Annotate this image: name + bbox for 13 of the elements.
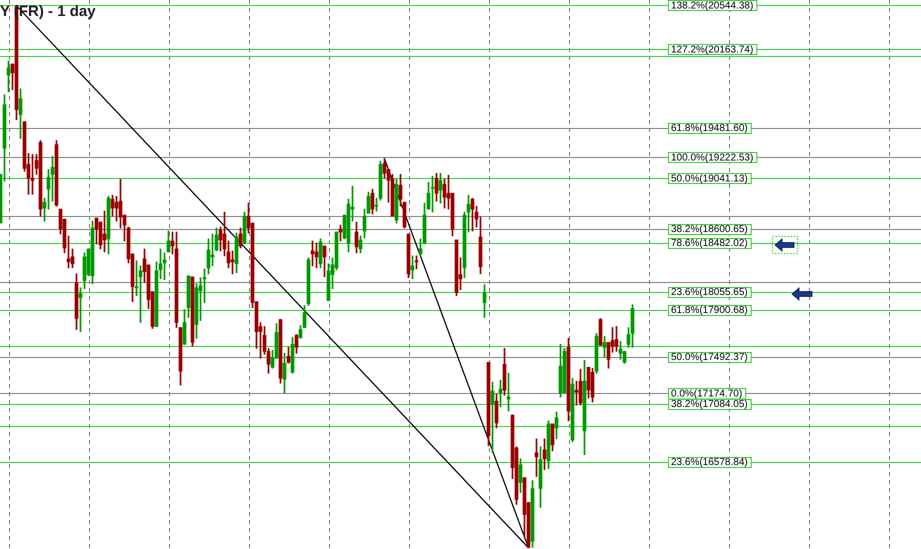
- ref-line-label: 38.2%(17084.05): [671, 398, 748, 410]
- ref-line-label: 50.0%(19041.13): [671, 174, 748, 185]
- ref-line-label: 50.0%(17492.37): [671, 352, 748, 363]
- ref-line-label: 23.6%(16578.84): [671, 456, 748, 468]
- ref-line-label: 138.2%(20544.38): [671, 0, 754, 12]
- ref-line-label: 127.2%(20163.74): [671, 44, 754, 56]
- ref-line-label: 61.8%(19481.60): [671, 122, 748, 134]
- ref-line-label: 100.0%(19222.53): [671, 152, 754, 164]
- ref-line-label: 78.6%(18482.02): [671, 238, 748, 249]
- ref-line-label: 61.8%(17900.68): [671, 304, 748, 316]
- ref-line-label: 0.0%(17174.70): [671, 388, 742, 400]
- ref-line-label: 23.6%(18055.65): [671, 286, 748, 298]
- ref-line-label: 38.2%(18600.65): [671, 224, 748, 236]
